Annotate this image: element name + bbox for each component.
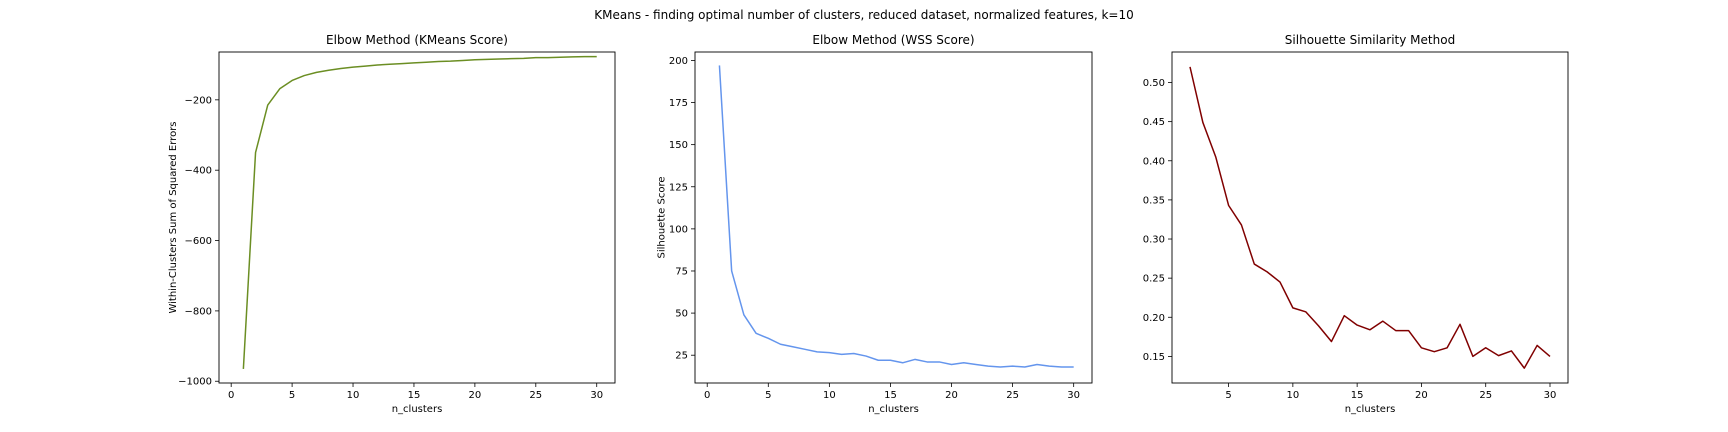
y-tick-label: −400 [185,166,212,177]
y-tick-label: 0.20 [1143,313,1165,324]
x-tick-label: 10 [1286,390,1299,401]
x-tick-label: 10 [823,390,836,401]
chart-title: Elbow Method (KMeans Score) [326,33,508,47]
series-line [242,55,597,369]
x-tick-label: 30 [590,390,603,401]
silhouette-axes: Silhouette Similarity Method 5 10 15 20 25 30 0… [1143,33,1569,415]
y-tick-label: 0.45 [1143,117,1165,128]
y-tick-label: −1000 [178,377,212,388]
elbow-wss-axes: Elbow Method (WSS Score) 0 5 10 15 20 25 30 25 50… [656,33,1093,415]
x-tick-label: 15 [884,390,897,401]
plot-frame [1171,51,1569,384]
chart-title: Silhouette Similarity Method [1285,33,1455,47]
x-tick-label: 5 [765,390,771,401]
y-tick-label: −200 [185,95,212,106]
x-tick-label: 15 [1351,390,1364,401]
x-tick-label: 5 [289,390,295,401]
y-tick-label: 150 [669,140,688,151]
x-axis-label: n_clusters [392,404,443,415]
x-tick-label: 0 [228,390,234,401]
y-tick-label: −800 [185,306,212,317]
y-tick-label: 75 [675,266,688,277]
chart-title: Elbow Method (WSS Score) [812,33,974,47]
x-tick-label: 25 [1006,390,1019,401]
x-axis-label: n_clusters [1345,404,1396,415]
x-axis-label: n_clusters [868,404,919,415]
y-tick-label: 0.30 [1143,235,1165,246]
x-tick-label: 20 [1415,390,1428,401]
y-tick-label: 100 [669,224,688,235]
plot-frame [218,51,616,384]
y-tick-label: 0.35 [1143,195,1165,206]
series-line [1189,66,1551,369]
x-tick-label: 20 [945,390,958,401]
y-axis-label: Silhouette Score [656,176,667,258]
y-tick-label: 200 [669,56,688,67]
figure-suptitle: KMeans - finding optimal number of clust… [594,8,1134,22]
plot-frame [694,51,1093,384]
y-tick-label: 25 [675,351,688,362]
x-tick-label: 30 [1067,390,1080,401]
y-tick-label: 0.50 [1143,78,1165,89]
y-tick-label: 175 [669,98,688,109]
x-tick-label: 5 [1225,390,1231,401]
x-tick-label: 0 [704,390,710,401]
x-tick-label: 10 [347,390,360,401]
x-tick-label: 15 [408,390,421,401]
series-line [718,65,1074,368]
x-tick-label: 25 [1479,390,1492,401]
x-tick-label: 30 [1544,390,1557,401]
y-tick-label: −600 [185,236,212,247]
y-tick-label: 125 [669,182,688,193]
x-tick-label: 20 [469,390,482,401]
y-axis-label: Within-Clusters Sum of Squared Errors [168,121,179,313]
y-tick-label: 0.25 [1143,274,1165,285]
x-tick-label: 25 [529,390,542,401]
elbow-kmeans-axes: Elbow Method (KMeans Score) 0 5 10 15 20 25 30 −… [168,33,616,415]
y-tick-label: 0.40 [1143,156,1165,167]
y-tick-label: 50 [675,309,688,320]
y-tick-label: 0.15 [1143,352,1165,363]
